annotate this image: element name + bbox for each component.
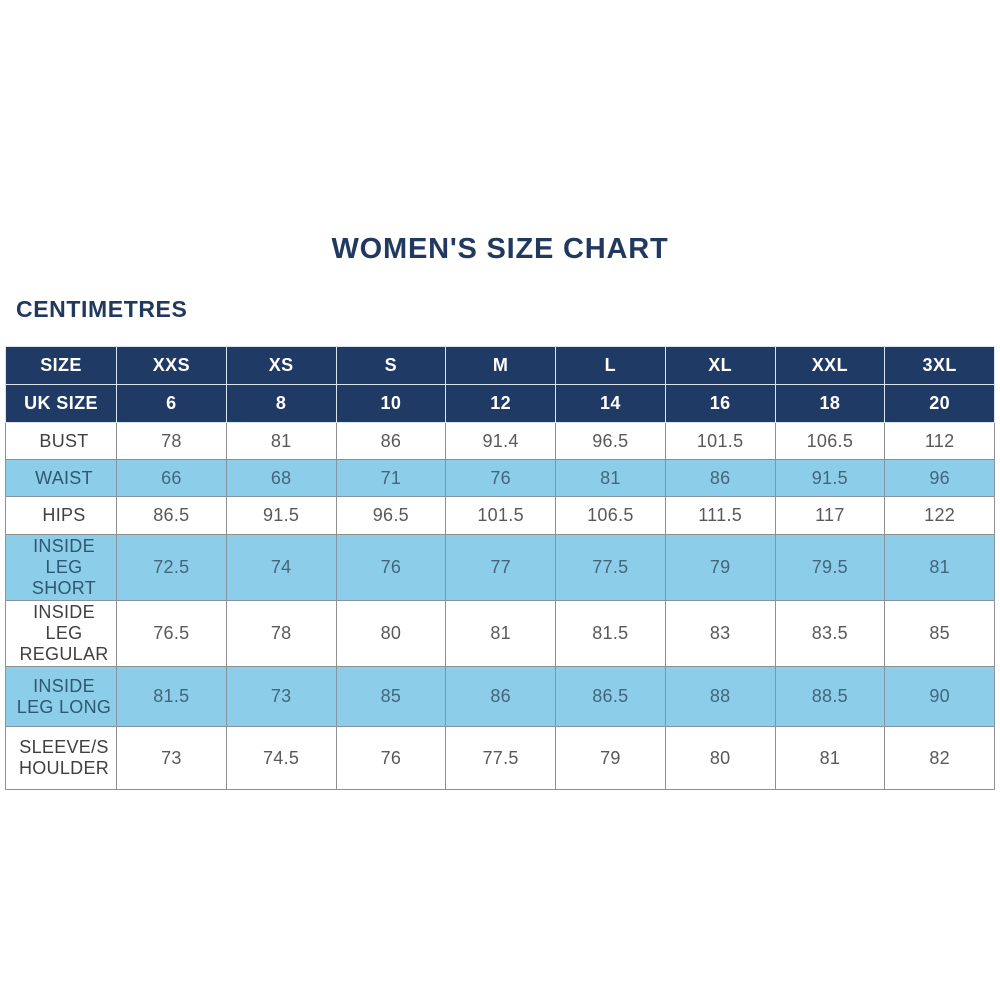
value-cell: 76.5 <box>116 600 227 667</box>
row-label-cell: BUST <box>5 422 117 460</box>
row-label-cell: HIPS <box>5 496 117 535</box>
row-label-cell: INSIDE LEG SHORT <box>5 534 117 601</box>
header-cell-m: M <box>445 346 556 385</box>
table-row-sleeve-shoulder: SLEEVE/SHOULDER 73 74.5 76 77.5 79 80 81… <box>5 726 995 790</box>
value-cell: 82 <box>884 726 995 790</box>
value-cell: 88.5 <box>774 666 886 727</box>
value-cell: 73 <box>225 666 337 727</box>
table-row-inside-leg-long: INSIDE LEG LONG 81.5 73 85 86 86.5 88 88… <box>5 666 995 727</box>
header-cell-xs: XS <box>225 346 337 385</box>
value-cell: 86.5 <box>116 496 227 535</box>
table-row-waist: WAIST 66 68 71 76 81 86 91.5 96 <box>5 459 995 497</box>
value-cell: 101.5 <box>445 496 556 535</box>
value-cell: 81 <box>225 422 337 460</box>
value-cell: 66 <box>116 459 227 497</box>
value-cell: 77.5 <box>555 534 666 601</box>
value-cell: 68 <box>225 459 337 497</box>
value-cell: 86 <box>335 422 447 460</box>
row-label-cell: SLEEVE/SHOULDER <box>5 726 117 790</box>
value-cell: 76 <box>445 459 556 497</box>
unit-label: CENTIMETRES <box>16 296 188 322</box>
value-cell: 101.5 <box>664 422 776 460</box>
value-cell: 83 <box>664 600 776 667</box>
value-cell: 88 <box>664 666 776 727</box>
value-cell: 77 <box>445 534 556 601</box>
value-cell: 86.5 <box>555 666 666 727</box>
value-cell: 81.5 <box>555 600 666 667</box>
size-chart-table: SIZE XXS XS S M L XL XXL 3XL UK SIZE 6 8… <box>5 346 995 790</box>
header-cell-xxs: XXS <box>116 346 227 385</box>
table-row-inside-leg-short: INSIDE LEG SHORT 72.5 74 76 77 77.5 79 7… <box>5 534 995 601</box>
value-cell: 96.5 <box>555 422 666 460</box>
row-label-cell: WAIST <box>5 459 117 497</box>
value-cell: 73 <box>116 726 227 790</box>
value-cell: 91.4 <box>445 422 556 460</box>
value-cell: 91.5 <box>774 459 886 497</box>
header-cell-xl: XL <box>664 346 776 385</box>
value-cell: 81 <box>445 600 556 667</box>
value-cell: 86 <box>664 459 776 497</box>
value-cell: 117 <box>774 496 886 535</box>
value-cell: 72.5 <box>116 534 227 601</box>
value-cell: 77.5 <box>445 726 556 790</box>
header-cell-xxl: XXL <box>774 346 886 385</box>
value-cell: 106.5 <box>555 496 666 535</box>
table-row-bust: BUST 78 81 86 91.4 96.5 101.5 106.5 112 <box>5 422 995 460</box>
value-cell: 12 <box>445 384 556 423</box>
value-cell: 79 <box>664 534 776 601</box>
value-cell: 78 <box>116 422 227 460</box>
value-cell: 85 <box>884 600 995 667</box>
value-cell: 86 <box>445 666 556 727</box>
value-cell: 80 <box>664 726 776 790</box>
header-cell-size: SIZE <box>5 346 117 385</box>
value-cell: 78 <box>225 600 337 667</box>
value-cell: 81 <box>555 459 666 497</box>
value-cell: 20 <box>884 384 995 423</box>
value-cell: 16 <box>664 384 776 423</box>
value-cell: 18 <box>774 384 886 423</box>
value-cell: 85 <box>335 666 447 727</box>
row-label-cell: INSIDE LEG LONG <box>5 666 117 727</box>
value-cell: 76 <box>335 726 447 790</box>
value-cell: 90 <box>884 666 995 727</box>
page-title: WOMEN'S SIZE CHART <box>331 233 669 265</box>
value-cell: 111.5 <box>664 496 776 535</box>
value-cell: 79.5 <box>774 534 886 601</box>
value-cell: 112 <box>884 422 995 460</box>
value-cell: 81.5 <box>116 666 227 727</box>
value-cell: 96 <box>884 459 995 497</box>
table-row-hips: HIPS 86.5 91.5 96.5 101.5 106.5 111.5 11… <box>5 496 995 535</box>
value-cell: 71 <box>335 459 447 497</box>
table-header-row: SIZE XXS XS S M L XL XXL 3XL <box>5 346 995 385</box>
value-cell: 81 <box>884 534 995 601</box>
value-cell: 122 <box>884 496 995 535</box>
value-cell: 96.5 <box>335 496 447 535</box>
header-cell-l: L <box>555 346 666 385</box>
value-cell: 74.5 <box>225 726 337 790</box>
table-row-inside-leg-regular: INSIDE LEG REGULAR 76.5 78 80 81 81.5 83… <box>5 600 995 667</box>
value-cell: 80 <box>335 600 447 667</box>
header-cell-s: S <box>335 346 447 385</box>
value-cell: 76 <box>335 534 447 601</box>
value-cell: 14 <box>555 384 666 423</box>
value-cell: 8 <box>225 384 337 423</box>
value-cell: 10 <box>335 384 447 423</box>
value-cell: 91.5 <box>225 496 337 535</box>
value-cell: 83.5 <box>774 600 886 667</box>
row-label-cell: UK SIZE <box>5 384 117 423</box>
value-cell: 79 <box>555 726 666 790</box>
value-cell: 81 <box>774 726 886 790</box>
header-cell-3xl: 3XL <box>884 346 995 385</box>
value-cell: 74 <box>225 534 337 601</box>
row-label-cell: INSIDE LEG REGULAR <box>5 600 117 667</box>
value-cell: 106.5 <box>774 422 886 460</box>
table-row-uk-size: UK SIZE 6 8 10 12 14 16 18 20 <box>5 384 995 423</box>
value-cell: 6 <box>116 384 227 423</box>
